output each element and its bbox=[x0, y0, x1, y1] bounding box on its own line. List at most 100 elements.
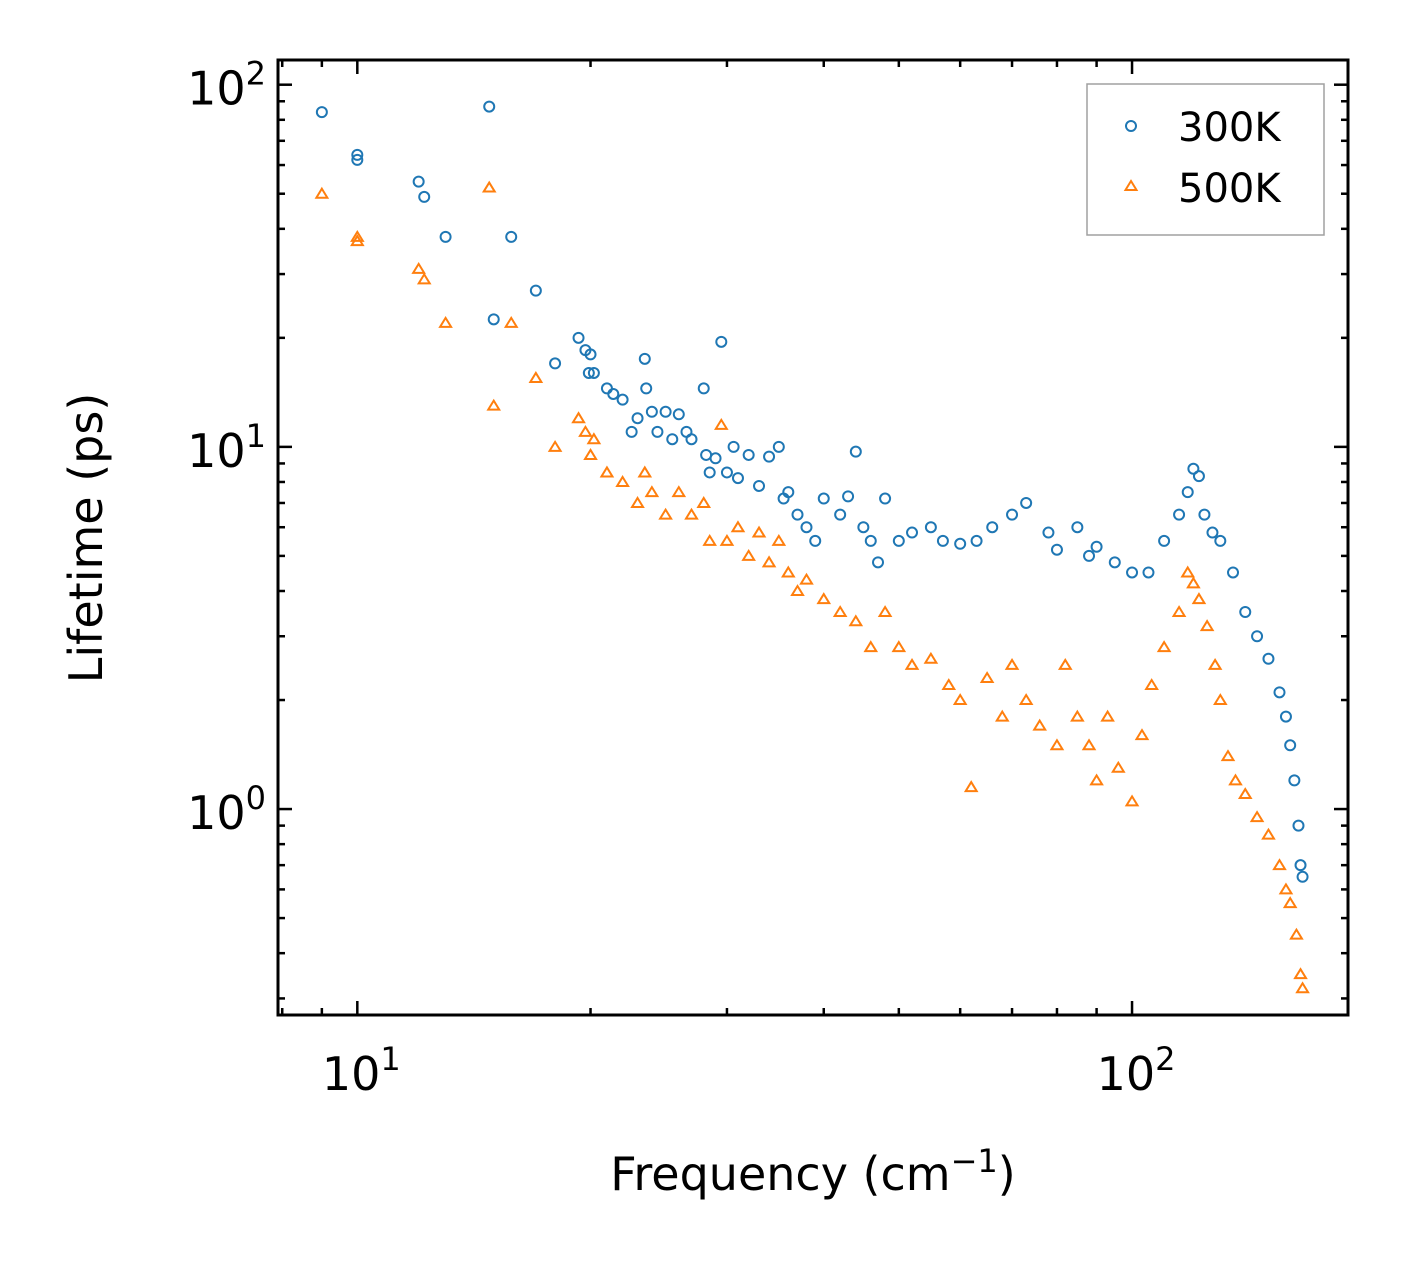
point-500K-55 bbox=[1089, 773, 1104, 786]
point-500K-73 bbox=[1261, 827, 1276, 840]
point-500K-42 bbox=[923, 651, 939, 664]
point-300K-52 bbox=[864, 534, 877, 547]
point-300K-36 bbox=[727, 440, 740, 453]
point-300K-8 bbox=[505, 230, 518, 243]
point-500K-23 bbox=[696, 496, 712, 508]
point-500K-19 bbox=[644, 485, 660, 498]
point-300K-45 bbox=[800, 521, 813, 534]
point-300K-5 bbox=[439, 230, 452, 243]
point-500K-11 bbox=[571, 411, 586, 424]
point-300K-77 bbox=[1198, 508, 1211, 521]
point-500K-26 bbox=[719, 533, 735, 546]
point-300K-3 bbox=[412, 175, 425, 188]
point-500K-28 bbox=[741, 548, 756, 561]
point-300K-37 bbox=[731, 472, 744, 485]
point-300K-19 bbox=[625, 425, 638, 438]
point-300K-53 bbox=[872, 556, 885, 569]
point-300K-88 bbox=[1292, 819, 1305, 832]
point-500K-74 bbox=[1272, 858, 1287, 871]
x-axis-title: Frequency (cm−1) bbox=[610, 1142, 1015, 1201]
point-300K-32 bbox=[703, 466, 716, 479]
point-500K-37 bbox=[848, 614, 864, 627]
point-300K-7 bbox=[487, 313, 500, 326]
series-500K-points bbox=[314, 180, 1310, 994]
point-300K-56 bbox=[906, 526, 919, 539]
point-300K-60 bbox=[970, 534, 983, 547]
point-300K-38 bbox=[742, 448, 755, 461]
point-300K-89 bbox=[1294, 859, 1307, 872]
point-300K-44 bbox=[791, 508, 804, 521]
point-300K-43 bbox=[782, 486, 795, 499]
point-500K-52 bbox=[1057, 658, 1073, 670]
point-300K-78 bbox=[1206, 526, 1219, 539]
point-300K-62 bbox=[1006, 508, 1019, 521]
point-300K-21 bbox=[638, 352, 651, 365]
point-500K-59 bbox=[1134, 728, 1150, 741]
point-500K-34 bbox=[799, 572, 814, 585]
point-300K-55 bbox=[892, 534, 905, 547]
point-500K-77 bbox=[1289, 927, 1304, 940]
point-500K-36 bbox=[832, 605, 848, 617]
point-500K-33 bbox=[790, 584, 805, 596]
point-500K-13 bbox=[583, 448, 598, 460]
plot-frame bbox=[276, 58, 1350, 1017]
point-300K-22 bbox=[640, 382, 653, 395]
point-300K-71 bbox=[1142, 566, 1155, 579]
point-300K-50 bbox=[849, 445, 862, 458]
point-500K-17 bbox=[630, 496, 645, 508]
point-300K-65 bbox=[1050, 543, 1063, 556]
point-300K-11 bbox=[572, 331, 585, 344]
point-300K-29 bbox=[685, 433, 698, 446]
point-300K-10 bbox=[549, 357, 562, 370]
point-300K-4 bbox=[418, 190, 431, 203]
point-300K-86 bbox=[1284, 739, 1297, 752]
point-500K-75 bbox=[1278, 882, 1294, 895]
point-300K-30 bbox=[697, 382, 710, 395]
point-300K-90 bbox=[1296, 870, 1309, 883]
point-500K-43 bbox=[941, 678, 957, 691]
point-300K-33 bbox=[709, 452, 722, 465]
legend-marker-500K bbox=[1123, 179, 1139, 191]
point-500K-64 bbox=[1186, 576, 1201, 589]
point-300K-0 bbox=[315, 106, 328, 119]
point-300K-63 bbox=[1020, 496, 1033, 509]
point-500K-7 bbox=[486, 398, 502, 411]
point-500K-14 bbox=[586, 432, 602, 445]
point-300K-75 bbox=[1187, 462, 1200, 475]
point-300K-18 bbox=[616, 393, 629, 406]
legend: 300K 500K bbox=[1086, 83, 1325, 236]
point-500K-1 bbox=[350, 229, 365, 242]
point-300K-54 bbox=[879, 492, 892, 505]
point-500K-68 bbox=[1213, 693, 1228, 706]
legend-box bbox=[1086, 83, 1325, 236]
point-300K-1 bbox=[351, 148, 364, 161]
point-500K-18 bbox=[637, 465, 653, 478]
y-tick-label-0: 100 bbox=[187, 779, 266, 840]
point-500K-45 bbox=[963, 780, 979, 793]
point-300K-85 bbox=[1279, 710, 1292, 723]
point-500K-38 bbox=[863, 640, 879, 653]
point-500K-6 bbox=[481, 180, 497, 193]
point-500K-44 bbox=[952, 693, 968, 706]
point-500K-56 bbox=[1100, 709, 1115, 722]
point-500K-63 bbox=[1180, 565, 1196, 578]
point-500K-60 bbox=[1144, 678, 1159, 691]
point-500K-16 bbox=[615, 475, 630, 487]
point-500K-67 bbox=[1207, 658, 1223, 670]
point-500K-72 bbox=[1249, 810, 1265, 823]
point-300K-79 bbox=[1214, 534, 1227, 547]
point-500K-48 bbox=[1004, 658, 1020, 670]
y-axis-title: Lifetime (ps) bbox=[59, 393, 113, 684]
point-500K-49 bbox=[1018, 693, 1034, 706]
point-300K-20 bbox=[631, 412, 644, 425]
x-tick-label-0: 101 bbox=[322, 1040, 401, 1101]
point-300K-61 bbox=[986, 521, 999, 534]
point-500K-2 bbox=[350, 234, 365, 247]
point-500K-0 bbox=[314, 186, 330, 199]
point-300K-82 bbox=[1251, 630, 1264, 643]
point-500K-24 bbox=[702, 533, 717, 546]
point-300K-72 bbox=[1158, 534, 1171, 547]
point-300K-84 bbox=[1273, 686, 1286, 699]
point-300K-23 bbox=[645, 405, 658, 418]
